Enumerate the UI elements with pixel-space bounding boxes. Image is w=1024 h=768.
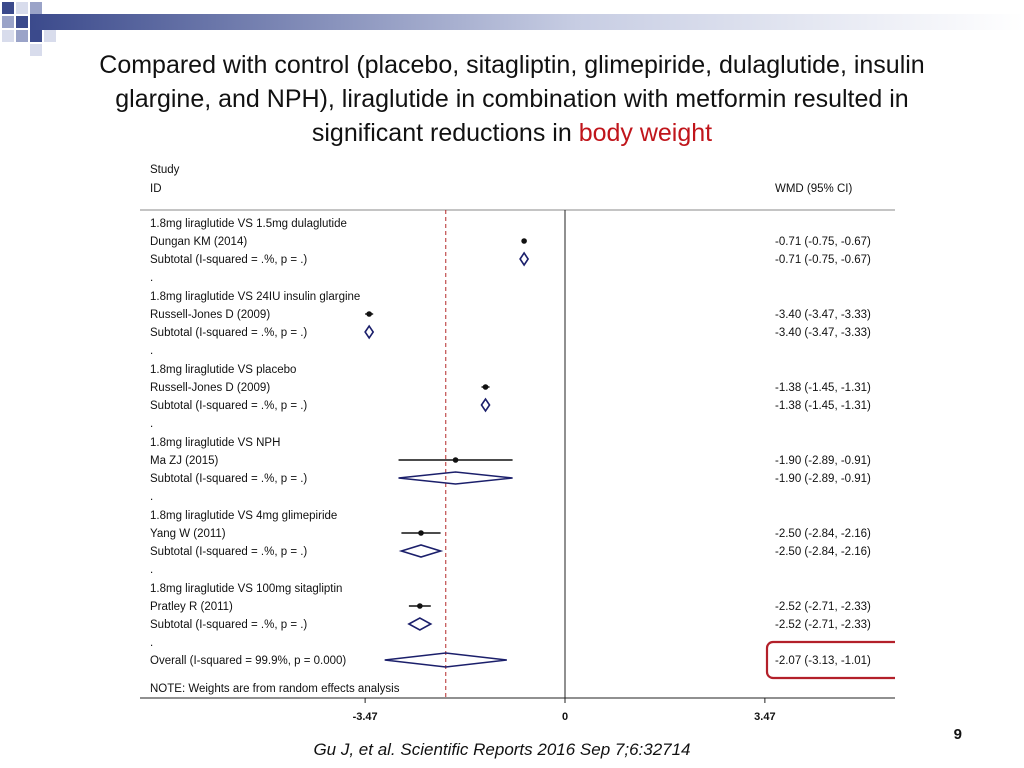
study-ci-text: -0.71 (-0.75, -0.67) (775, 236, 871, 248)
group-heading: 1.8mg liraglutide VS 24IU insulin glargi… (150, 291, 360, 303)
corner-square (30, 2, 42, 14)
subtotal-label: Subtotal (I-squared = .%, p = .) (150, 254, 307, 266)
study-label: Pratley R (2011) (150, 601, 233, 613)
x-tick-label: -3.47 (353, 711, 378, 720)
corner-square (2, 16, 14, 28)
subtotal-ci-text: -0.71 (-0.75, -0.67) (775, 254, 871, 266)
subtotal-label: Subtotal (I-squared = .%, p = .) (150, 619, 307, 631)
x-tick-label: 0 (562, 711, 568, 720)
study-point (417, 603, 423, 609)
corner-square (2, 30, 14, 42)
group-heading: 1.8mg liraglutide VS NPH (150, 437, 280, 449)
overall-label: Overall (I-squared = 99.9%, p = 0.000) (150, 655, 346, 667)
subtotal-diamond (480, 397, 491, 413)
subtotal-ci-text: -1.90 (-2.89, -0.91) (775, 473, 871, 485)
slide-title: Compared with control (placebo, sitaglip… (60, 48, 964, 150)
citation: Gu J, et al. Scientific Reports 2016 Sep… (0, 740, 1024, 760)
corner-square (30, 44, 42, 56)
weights-note: NOTE: Weights are from random effects an… (150, 683, 400, 695)
group-separator: . (150, 564, 153, 576)
overall-ci-highlight-box (765, 640, 895, 680)
study-label: Dungan KM (2014) (150, 236, 247, 248)
subtotal-ci-text: -2.52 (-2.71, -2.33) (775, 619, 871, 631)
subtotal-label: Subtotal (I-squared = .%, p = .) (150, 473, 307, 485)
corner-gradient-bar (30, 14, 1024, 30)
study-point (418, 530, 424, 536)
study-point (366, 311, 372, 317)
study-ci-text: -2.52 (-2.71, -2.33) (775, 601, 871, 613)
group-separator: . (150, 272, 153, 284)
corner-square (16, 30, 28, 42)
page-number: 9 (953, 726, 962, 743)
group-separator: . (150, 345, 153, 357)
x-tick-label: 3.47 (754, 711, 775, 720)
group-heading: 1.8mg liraglutide VS 100mg sitagliptin (150, 583, 342, 595)
subtotal-diamond (519, 251, 530, 267)
header-study: Study (150, 164, 180, 176)
corner-square (2, 2, 14, 14)
study-label: Yang W (2011) (150, 528, 226, 540)
group-separator: . (150, 637, 153, 649)
study-ci-text: -1.90 (-2.89, -0.91) (775, 455, 871, 467)
forest-plot-svg: Study ID WMD (95% CI) 1.8mg liraglutide VS … (140, 164, 895, 720)
corner-square (16, 16, 28, 28)
subtotal-label: Subtotal (I-squared = .%, p = .) (150, 546, 307, 558)
study-ci-text: -2.50 (-2.84, -2.16) (775, 528, 871, 540)
group-heading: 1.8mg liraglutide VS 1.5mg dulaglutide (150, 218, 347, 230)
study-point (482, 384, 489, 390)
forest-plot: Study ID WMD (95% CI) 1.8mg liraglutide VS … (140, 155, 895, 720)
study-point (521, 238, 527, 244)
subtotal-diamond (407, 617, 433, 631)
group-heading: 1.8mg liraglutide VS placebo (150, 364, 296, 376)
slide-title-text: Compared with control (placebo, sitaglip… (99, 51, 925, 147)
study-label: Ma ZJ (2015) (150, 455, 219, 467)
study-point (452, 457, 459, 463)
subtotal-diamond (398, 471, 513, 485)
header-id: ID (150, 183, 162, 195)
subtotal-label: Subtotal (I-squared = .%, p = .) (150, 400, 307, 412)
study-label: Russell-Jones D (2009) (150, 309, 270, 321)
overall-diamond (384, 652, 507, 668)
study-ci-text: -3.40 (-3.47, -3.33) (775, 309, 871, 321)
subtotal-label: Subtotal (I-squared = .%, p = .) (150, 327, 307, 339)
group-heading: 1.8mg liraglutide VS 4mg glimepiride (150, 510, 337, 522)
subtotal-diamond (364, 324, 375, 340)
corner-decoration (2, 2, 1024, 56)
corner-square (44, 30, 56, 42)
study-label: Russell-Jones D (2009) (150, 382, 270, 394)
subtotal-ci-text: -3.40 (-3.47, -3.33) (775, 327, 871, 339)
citation-text: Gu J, et al. Scientific Reports 2016 Sep… (313, 740, 691, 759)
overall-ci-text: -2.07 (-3.13, -1.01) (775, 655, 871, 667)
subtotal-diamond (398, 544, 444, 558)
header-ci: WMD (95% CI) (775, 183, 852, 195)
subtotal-ci-text: -2.50 (-2.84, -2.16) (775, 546, 871, 558)
corner-square (16, 2, 28, 14)
group-separator: . (150, 491, 153, 503)
corner-square (30, 30, 42, 42)
group-separator: . (150, 418, 153, 430)
slide-title-highlight: body weight (578, 119, 713, 147)
study-ci-text: -1.38 (-1.45, -1.31) (775, 382, 871, 394)
subtotal-ci-text: -1.38 (-1.45, -1.31) (775, 400, 871, 412)
